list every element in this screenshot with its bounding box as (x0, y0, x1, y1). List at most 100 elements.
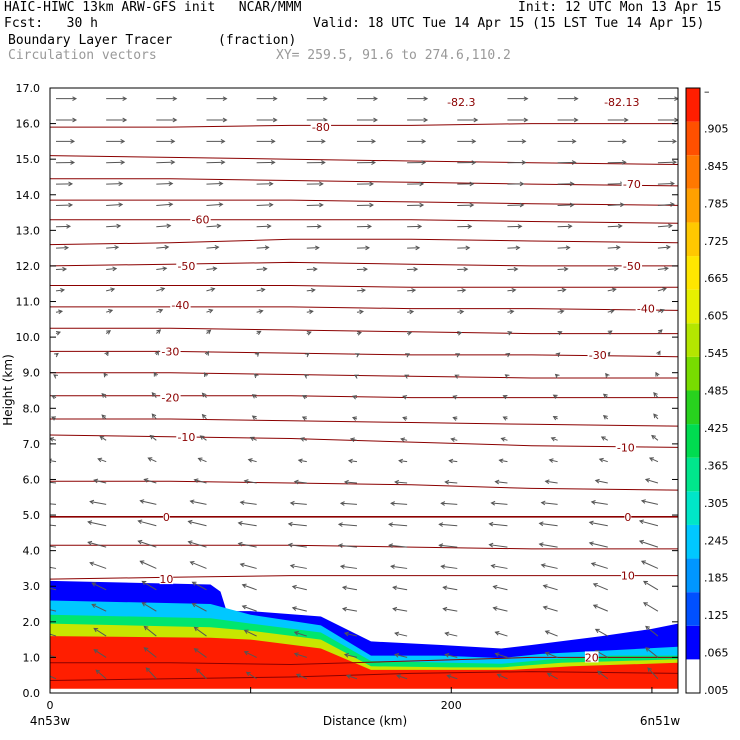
vector-arrow (388, 543, 408, 548)
vector-arrow (91, 603, 107, 612)
vector-arrow (191, 603, 207, 612)
tracer-field (50, 580, 678, 693)
vector-arrow (106, 266, 118, 272)
vector-arrow (407, 160, 427, 165)
vector-arrow (50, 587, 57, 591)
vector-arrow (442, 585, 458, 591)
vector-arrow (490, 500, 508, 506)
vector-arrow (253, 373, 259, 379)
vector-arrow (656, 350, 661, 356)
vector-arrow (507, 224, 523, 229)
vector-arrow (153, 371, 158, 377)
vector-arrow (193, 648, 207, 658)
contour-label: -50 (177, 260, 195, 273)
vector-arrow (156, 287, 166, 292)
vector-arrow (55, 202, 74, 208)
vector-arrow (607, 202, 625, 208)
vector-arrow (204, 350, 210, 356)
vector-arrow (301, 394, 308, 400)
vector-arrow (306, 160, 326, 165)
vector-arrow (256, 160, 276, 165)
vector-arrow (203, 372, 209, 378)
contour-label-bg (621, 178, 643, 190)
colorbar-label: .065 (704, 647, 729, 660)
contour-label-bg (615, 441, 637, 453)
vector-arrow (440, 501, 458, 506)
vector-arrow (557, 330, 563, 336)
vector-arrow (407, 202, 425, 208)
vector-arrow (540, 563, 558, 569)
vector-arrow (444, 631, 458, 637)
contour-line (50, 123, 678, 128)
vector-arrow (189, 561, 207, 569)
contour-line (50, 238, 678, 246)
vector-arrow (452, 395, 458, 400)
vector-arrow (206, 287, 216, 292)
vector-arrow (156, 308, 164, 314)
vector-arrow (407, 266, 419, 272)
vector-arrow (505, 352, 511, 358)
vector-arrow (507, 309, 515, 315)
vector-arrow (106, 287, 116, 292)
vector-arrow (594, 628, 609, 637)
colorbar: .005 .065 .125 .185 .245 .305 .365 .425 .485 .545… (685, 85, 729, 697)
vector-arrow (598, 457, 608, 463)
contour-line (50, 178, 678, 187)
vector-arrow (50, 674, 57, 680)
vector-arrow (106, 309, 114, 314)
vector-arrow (438, 522, 458, 527)
field-name: Boundary Layer Tracer (8, 33, 173, 48)
vector-arrow (50, 633, 57, 637)
vector-arrow (251, 415, 257, 420)
vector-arrow (143, 478, 157, 484)
colorbar-label: – (704, 85, 710, 98)
vector-arrow (557, 309, 565, 314)
vector-arrow (607, 117, 629, 123)
contour-label-bg (160, 345, 181, 357)
vector-arrow (657, 139, 677, 144)
contour-line (50, 199, 678, 206)
contour-label: -10 (617, 441, 635, 454)
vector-arrow (206, 266, 218, 272)
vector-arrow (206, 117, 228, 123)
colorbar-swatch (686, 356, 700, 391)
vector-arrow (349, 437, 358, 442)
vector-arrow (542, 584, 558, 591)
vector-arrow (647, 667, 659, 680)
vector-arrow (538, 521, 558, 527)
colorbar-label: .605 (704, 310, 729, 323)
colorbar-swatch (686, 289, 700, 324)
vector-arrow (50, 654, 57, 658)
colorbar-swatch (686, 323, 700, 357)
contour-label-bg (160, 391, 181, 403)
contour-line (50, 372, 678, 379)
colorbar-swatch (686, 121, 700, 156)
xy-coordinates: XY= 259.5, 91.6 to 274.6,110.2 (276, 48, 511, 63)
colorbar-swatch (686, 457, 700, 492)
contour-label: -50 (623, 260, 641, 273)
vector-arrow (655, 371, 660, 377)
vector-arrow (141, 602, 157, 612)
vector-arrow (356, 117, 379, 123)
vector-arrow (106, 117, 128, 123)
vector-arrow (154, 350, 159, 356)
init-time: Init: 12 UTC Mon 13 Apr 15 (518, 0, 722, 15)
vector-arrow (592, 583, 608, 591)
vector-arrow (657, 287, 667, 292)
vector-arrow (93, 478, 107, 484)
contour-line (50, 261, 678, 267)
vector-arrow (507, 245, 521, 251)
vector-arrow (457, 160, 477, 165)
vector-arrow (607, 266, 619, 272)
vector-arrow (50, 503, 57, 505)
vector-arrow (507, 266, 519, 272)
vector-arrow (554, 373, 560, 379)
vector-arrow (605, 372, 610, 378)
vector-arrow (448, 458, 458, 464)
vector-arrow (440, 564, 458, 570)
vector-arrow (507, 139, 527, 144)
contour-label: -60 (191, 214, 209, 227)
vector-arrow (139, 499, 157, 505)
vector-arrow (588, 520, 608, 527)
vector-arrow (139, 560, 157, 569)
